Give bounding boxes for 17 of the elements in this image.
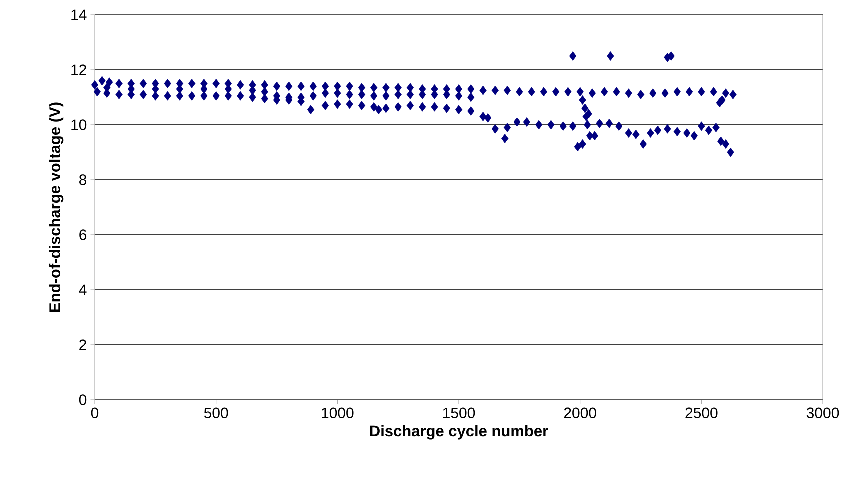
y-tick-label: 14 [72, 10, 87, 20]
y-tick-label: 12 [72, 64, 86, 76]
y-axis-title: End-of-discharge voltage (V) [49, 102, 64, 312]
x-tick-label: 0 [91, 408, 99, 418]
x-tick-label: 3000 [806, 408, 840, 418]
y-tick-label: 0 [79, 394, 87, 406]
y-tick-label: 4 [79, 284, 87, 296]
x-tick-label: 1500 [443, 408, 476, 418]
y-tick-label: 2 [80, 340, 86, 350]
x-tick-label: 2000 [564, 408, 596, 418]
y-tick-label: 6 [80, 230, 87, 240]
x-tick-label: 1000 [322, 408, 354, 418]
x-tick-label: 2500 [686, 408, 718, 418]
x-axis-title: Discharge cycle number [370, 425, 548, 440]
y-tick-label: 8 [80, 174, 87, 186]
x-tick-label: 500 [204, 408, 228, 418]
y-tick-label: 10 [72, 120, 87, 130]
